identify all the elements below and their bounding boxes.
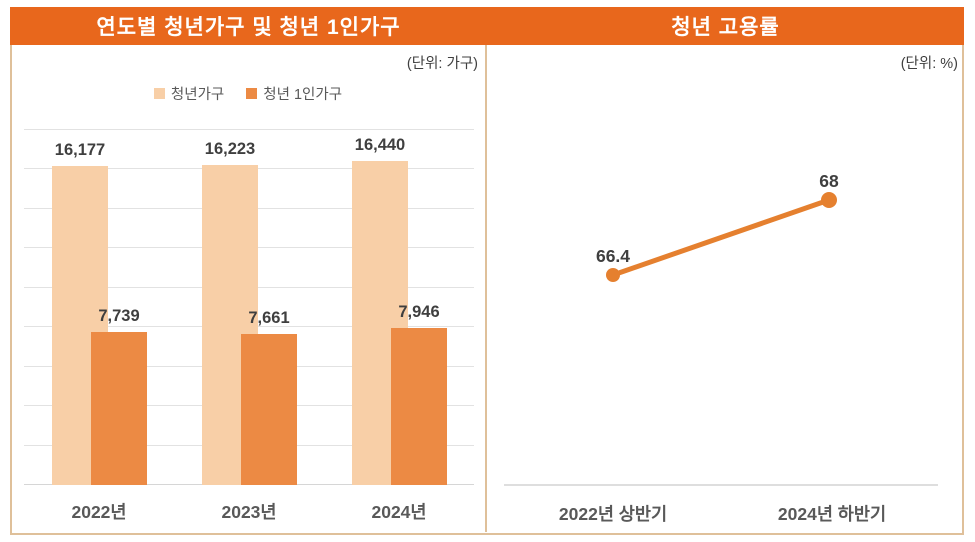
line-chart-baseline (504, 484, 938, 486)
bar-chart-x-axis: 2022년 2023년 2024년 (24, 499, 474, 524)
x-label-2023: 2023년 (221, 502, 277, 522)
bar-value-label: 16,440 (354, 135, 406, 154)
line-chart-unit-label: (단위: %) (900, 56, 958, 72)
bar-청년 1인가구-2022년 (91, 332, 147, 485)
line-point-label-2022h1: 66.4 (595, 246, 631, 266)
bar-chart-legend: 청년가구 청년 1인가구 (12, 83, 484, 104)
bar-청년 1인가구-2023년 (241, 333, 297, 485)
bar-chart-title: 연도별 청년가구 및 청년 1인가구 (96, 16, 401, 39)
panel-divider (485, 45, 487, 532)
bar-청년 1인가구-2024년 (391, 328, 447, 485)
x-label-2024-h2: 2024년 하반기 (777, 504, 887, 524)
bar-value-label: 7,661 (248, 308, 290, 327)
bar-chart-plot: 16,177 7,739 16,223 7,661 16,440 7,946 (24, 129, 474, 485)
legend-swatch-youth-households-icon (153, 88, 165, 99)
legend-item-youth-households: 청년가구 (153, 83, 225, 104)
bar-value-label: 7,946 (398, 303, 440, 322)
gridline (24, 129, 474, 130)
legend-item-single-households: 청년 1인가구 (246, 83, 342, 104)
line-chart-title: 청년 고용률 (671, 16, 780, 39)
bar-value-label: 16,177 (54, 140, 106, 159)
legend-label-single-households: 청년 1인가구 (263, 87, 343, 103)
x-label-2024: 2024년 (371, 502, 427, 522)
header-cell-right: 청년 고용률 (487, 7, 964, 45)
legend-label-youth-households: 청년가구 (170, 87, 225, 103)
header-cell-left: 연도별 청년가구 및 청년 1인가구 (10, 7, 487, 45)
bar-value-label: 7,739 (98, 307, 140, 326)
legend-swatch-single-households-icon (246, 88, 258, 99)
bar-value-label: 16,223 (204, 140, 256, 159)
line-point-label-2024h2: 68 (819, 171, 839, 191)
header-band: 연도별 청년가구 및 청년 1인가구 청년 고용률 (10, 7, 964, 45)
x-label-2022: 2022년 (71, 502, 127, 522)
bar-chart-unit-label: (단위: 가구) (406, 56, 478, 72)
x-label-2022-h1: 2022년 상반기 (558, 504, 668, 524)
